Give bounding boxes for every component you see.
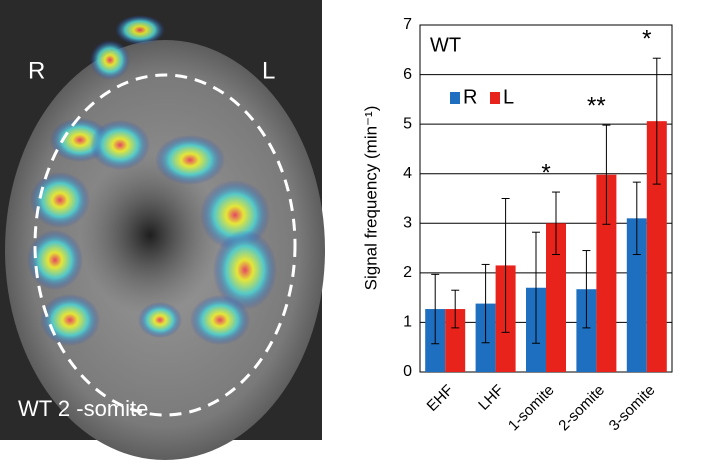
micrograph: R L WT 2 -somite	[0, 0, 325, 460]
bar-chart: Signal frequency (min⁻¹) WT 0 1 2 3 4 5 6 7 EHF L…	[361, 16, 673, 435]
x-tick-label: 3-somite	[606, 382, 659, 435]
chart-label: WT	[430, 34, 461, 56]
y-tick-label: 7	[403, 16, 412, 33]
error-bar	[431, 273, 440, 345]
bar	[576, 289, 597, 372]
significance-mark: **	[587, 92, 606, 119]
panel-label: R	[28, 57, 45, 84]
bar	[596, 174, 617, 372]
y-tick-label: 6	[403, 66, 412, 83]
significance-mark: *	[541, 159, 550, 186]
legend-swatch	[450, 92, 460, 104]
error-bar	[451, 289, 460, 329]
error-bar	[602, 124, 611, 225]
significance-mark: *	[642, 26, 651, 53]
legend-label: L	[503, 86, 514, 108]
error-bar	[552, 191, 560, 256]
y-tick-label: 0	[403, 363, 412, 380]
y-tick-label: 2	[403, 264, 412, 281]
x-tick-label: LHF	[475, 382, 507, 414]
y-axis-title: Signal frequency (min⁻¹)	[361, 106, 380, 291]
x-tick-label: 1-somite	[505, 382, 558, 435]
x-tick-label: 2-somite	[555, 382, 608, 435]
bar	[546, 223, 566, 372]
legend-swatch	[490, 92, 500, 104]
image-caption: WT 2 -somite	[18, 396, 148, 421]
error-bar	[582, 250, 591, 329]
bar	[646, 121, 667, 372]
x-tick-label: EHF	[424, 382, 457, 415]
y-tick-label: 1	[403, 314, 412, 331]
error-bar	[481, 263, 490, 344]
error-bar	[532, 231, 540, 344]
legend-label: R	[463, 86, 477, 108]
error-bar	[632, 181, 641, 256]
panel-label: L	[262, 57, 275, 84]
y-tick-label: 4	[403, 165, 412, 182]
y-tick-label: 5	[403, 115, 412, 132]
y-tick-label: 3	[403, 215, 412, 232]
bar	[626, 218, 647, 372]
error-bar	[501, 198, 510, 333]
error-bar	[652, 57, 661, 185]
bar	[445, 309, 466, 372]
